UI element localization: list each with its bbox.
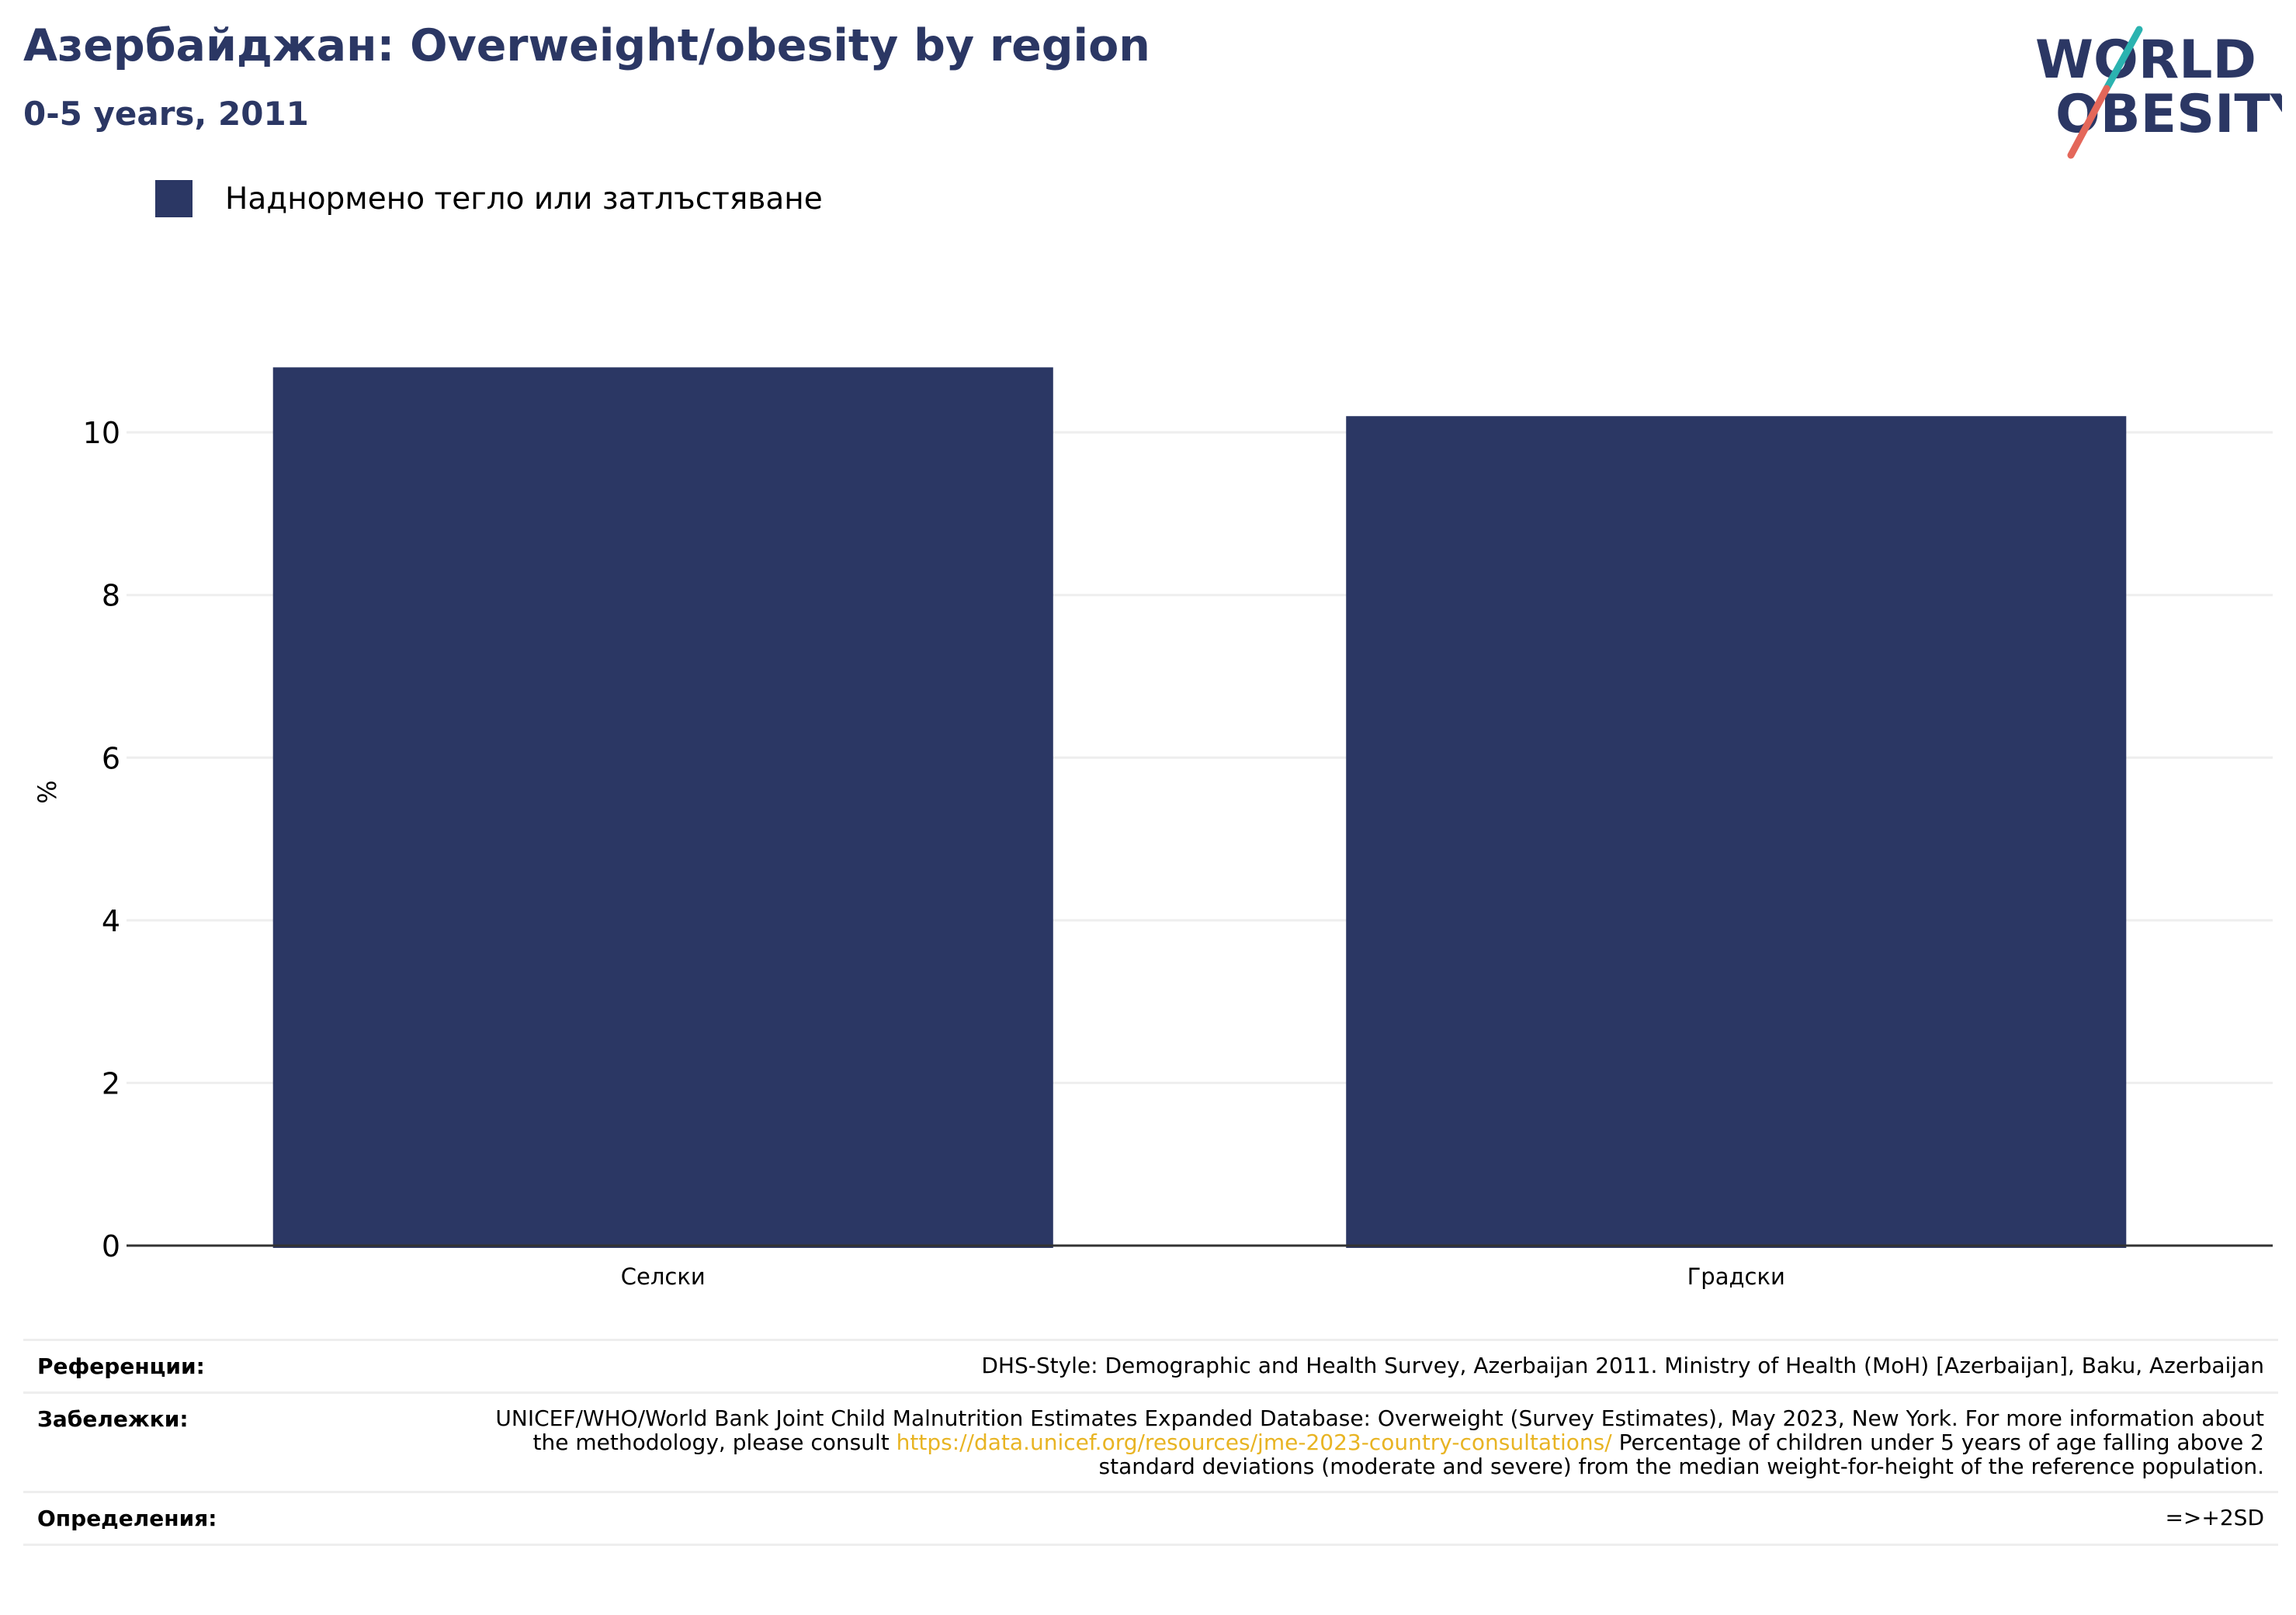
y-tick-label: 10 — [83, 416, 120, 450]
y-axis-label: % — [33, 780, 62, 803]
x-tick-label: Градски — [1687, 1263, 1785, 1290]
y-tick-label: 0 — [102, 1229, 120, 1263]
y-tick-label: 6 — [102, 741, 120, 775]
x-tick-label: Селски — [621, 1263, 706, 1290]
y-tick-label: 2 — [102, 1066, 120, 1100]
definitions-text: =>+2SD — [2165, 1505, 2264, 1530]
references-row-sources: Референции: DHS-Style: Demographic and H… — [23, 1339, 2278, 1391]
y-tick-label: 4 — [102, 904, 120, 938]
world-obesity-logo: WORLD OBESITY — [2035, 26, 2282, 159]
bar-chart: 0 2 4 6 8 10% Селски Градски — [33, 367, 2273, 1290]
notes-label: Забележки: — [37, 1406, 189, 1432]
references-row-definitions: Определения: =>+2SD — [23, 1491, 2278, 1546]
sources-text: DHS-Style: Demographic and Health Survey… — [981, 1353, 2264, 1378]
definitions-label: Определения: — [37, 1506, 217, 1531]
references-row-notes: Забележки: UNICEF/WHO/World Bank Joint C… — [23, 1391, 2278, 1491]
notes-link[interactable]: https://data.unicef.org/resources/jme-20… — [896, 1430, 1612, 1455]
references-table: Референции: DHS-Style: Demographic and H… — [23, 1339, 2278, 1546]
bar — [272, 367, 1053, 1248]
logo-slash-teal — [2103, 26, 2143, 92]
y-tick-label: 8 — [102, 579, 120, 613]
page-title: Азербайджан: Overweight/obesity by regio… — [23, 20, 1150, 71]
page-subtitle: 0-5 years, 2011 — [23, 95, 309, 133]
notes-text-2: Percentage of children under 5 years of … — [1098, 1430, 2264, 1479]
sources-label: Референции: — [37, 1353, 205, 1379]
legend-label: Наднормено тегло или затлъстяване — [225, 181, 823, 217]
notes-text: UNICEF/WHO/World Bank Joint Child Malnut… — [472, 1406, 2264, 1478]
legend-swatch — [155, 180, 192, 217]
logo-slash-coral — [2067, 85, 2110, 159]
notes-text-1: UNICEF/WHO/World Bank Joint Child Malnut… — [495, 1405, 2264, 1455]
logo-line1: WORLD — [2035, 29, 2256, 91]
bar — [1346, 416, 2127, 1248]
chart-legend: Наднормено тегло или затлъстяване — [155, 180, 823, 217]
